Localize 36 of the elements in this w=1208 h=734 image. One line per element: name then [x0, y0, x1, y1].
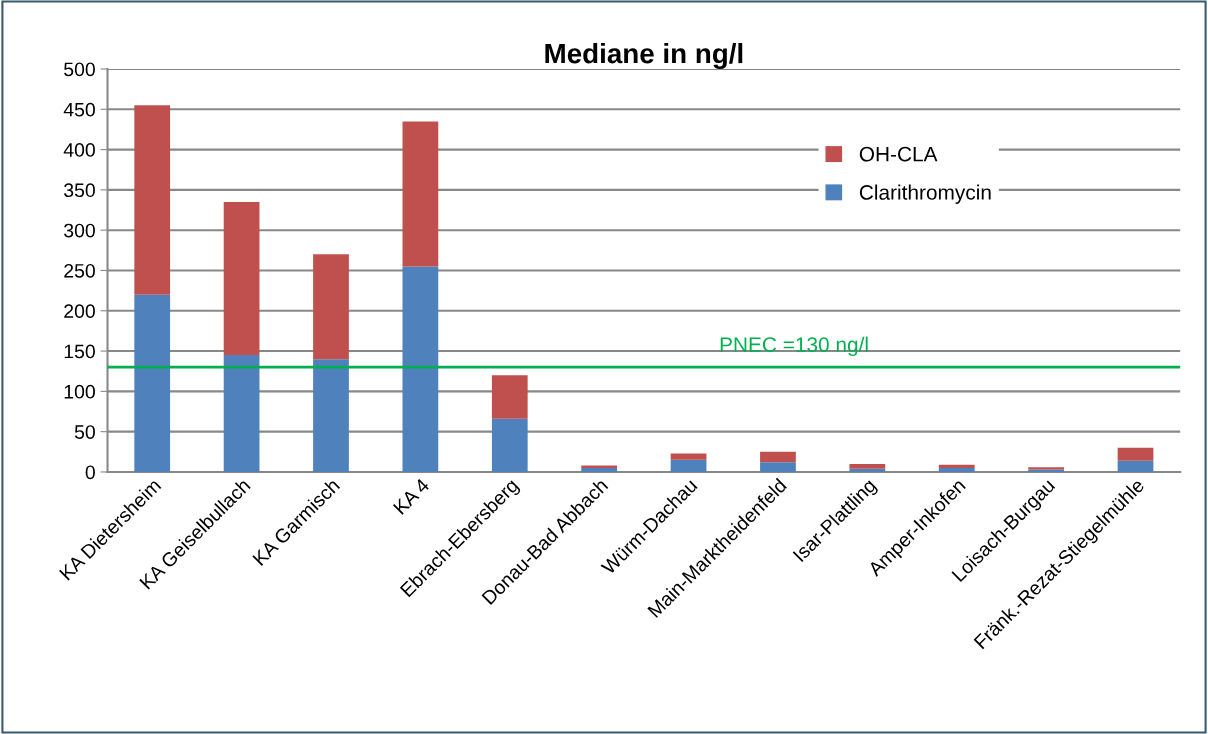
bar — [402, 121, 439, 267]
y-tick-label: 150 — [64, 344, 95, 359]
bar — [223, 355, 260, 472]
y-tick-label: 300 — [64, 223, 95, 238]
bar — [938, 464, 975, 468]
chart-title: Mediane in ng/l — [545, 42, 743, 69]
bar — [402, 266, 439, 472]
y-tick-label: 400 — [63, 143, 95, 157]
bar — [938, 467, 975, 472]
bar — [849, 468, 886, 472]
bar — [760, 462, 796, 472]
y-tick-label: 50 — [74, 425, 95, 439]
bar — [760, 451, 796, 463]
bar — [313, 359, 349, 472]
bar — [1117, 447, 1154, 461]
legend-label: OH-CLA — [859, 146, 938, 162]
ref-line-label: PNEC =130 ng/l — [720, 336, 868, 357]
bar — [313, 254, 349, 360]
bar — [1117, 460, 1154, 472]
bar — [491, 418, 528, 472]
y-tick-label: 250 — [64, 263, 95, 278]
y-tick-label: 450 — [63, 102, 95, 117]
bar — [670, 453, 707, 460]
bar — [134, 294, 171, 472]
bar — [134, 105, 171, 295]
bar — [670, 459, 707, 472]
bar — [223, 201, 260, 356]
y-tick-label: 100 — [64, 384, 95, 399]
bar — [849, 463, 886, 469]
legend-label: Clarithromycin — [859, 184, 991, 204]
y-tick-label: 200 — [64, 304, 95, 319]
bar — [491, 375, 528, 419]
y-tick-label: 350 — [64, 183, 95, 198]
y-tick-label: 0 — [85, 465, 95, 480]
y-tick-label: 500 — [64, 62, 95, 77]
bar — [581, 467, 618, 472]
